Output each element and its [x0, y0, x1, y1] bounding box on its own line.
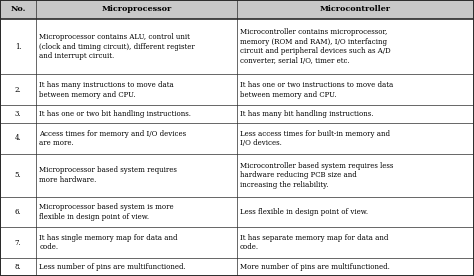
- Bar: [0, 154, 36, 197]
- Text: No.: No.: [10, 5, 26, 13]
- Bar: [0, 75, 36, 105]
- Bar: [36, 258, 237, 276]
- Text: It has one or two bit handling instructions.: It has one or two bit handling instructi…: [39, 110, 191, 118]
- Bar: [237, 18, 474, 75]
- Text: Microcontroller contains microprocessor,
memory (ROM and RAM), I/O interfacing
c: Microcontroller contains microprocessor,…: [240, 28, 391, 65]
- Text: Less flexible in design point of view.: Less flexible in design point of view.: [240, 208, 368, 216]
- Text: 7.: 7.: [15, 239, 21, 247]
- Bar: [237, 258, 474, 276]
- Bar: [0, 105, 36, 123]
- Text: 6.: 6.: [15, 208, 21, 216]
- Text: It has many instructions to move data
between memory and CPU.: It has many instructions to move data be…: [39, 81, 174, 99]
- Bar: [36, 105, 237, 123]
- Text: It has separate memory map for data and
code.: It has separate memory map for data and …: [240, 234, 389, 251]
- Text: Microprocessor based system requires
more hardware.: Microprocessor based system requires mor…: [39, 166, 177, 184]
- Text: Less number of pins are multifunctioned.: Less number of pins are multifunctioned.: [39, 263, 186, 271]
- Bar: [237, 105, 474, 123]
- Text: 3.: 3.: [15, 110, 21, 118]
- Bar: [0, 123, 36, 154]
- Bar: [0, 197, 36, 227]
- Bar: [36, 0, 237, 18]
- Text: 2.: 2.: [15, 86, 21, 94]
- Bar: [237, 0, 474, 18]
- Text: More number of pins are multifunctioned.: More number of pins are multifunctioned.: [240, 263, 390, 271]
- Bar: [36, 197, 237, 227]
- Bar: [0, 227, 36, 258]
- Text: 8.: 8.: [15, 263, 21, 271]
- Bar: [237, 123, 474, 154]
- Bar: [0, 18, 36, 75]
- Bar: [36, 75, 237, 105]
- Bar: [36, 154, 237, 197]
- Text: Microcontroller: Microcontroller: [320, 5, 391, 13]
- Text: Microprocessor contains ALU, control unit
(clock and timing circuit), different : Microprocessor contains ALU, control uni…: [39, 33, 195, 60]
- Text: Microcontroller based system requires less
hardware reducing PCB size and
increa: Microcontroller based system requires le…: [240, 162, 393, 189]
- Text: Access times for memory and I/O devices
are more.: Access times for memory and I/O devices …: [39, 130, 186, 147]
- Text: Microprocessor based system is more
flexible in design point of view.: Microprocessor based system is more flex…: [39, 203, 174, 221]
- Bar: [36, 18, 237, 75]
- Bar: [237, 227, 474, 258]
- Text: It has many bit handling instructions.: It has many bit handling instructions.: [240, 110, 374, 118]
- Bar: [237, 154, 474, 197]
- Bar: [237, 75, 474, 105]
- Bar: [36, 227, 237, 258]
- Bar: [0, 0, 36, 18]
- Bar: [0, 258, 36, 276]
- Text: 1.: 1.: [15, 43, 21, 51]
- Text: Microprocessor: Microprocessor: [101, 5, 172, 13]
- Text: 4.: 4.: [15, 134, 21, 142]
- Bar: [36, 123, 237, 154]
- Text: 5.: 5.: [15, 171, 21, 179]
- Text: It has single memory map for data and
code.: It has single memory map for data and co…: [39, 234, 178, 251]
- Text: It has one or two instructions to move data
between memory and CPU.: It has one or two instructions to move d…: [240, 81, 393, 99]
- Bar: [237, 197, 474, 227]
- Text: Less access times for built-in memory and
I/O devices.: Less access times for built-in memory an…: [240, 130, 390, 147]
